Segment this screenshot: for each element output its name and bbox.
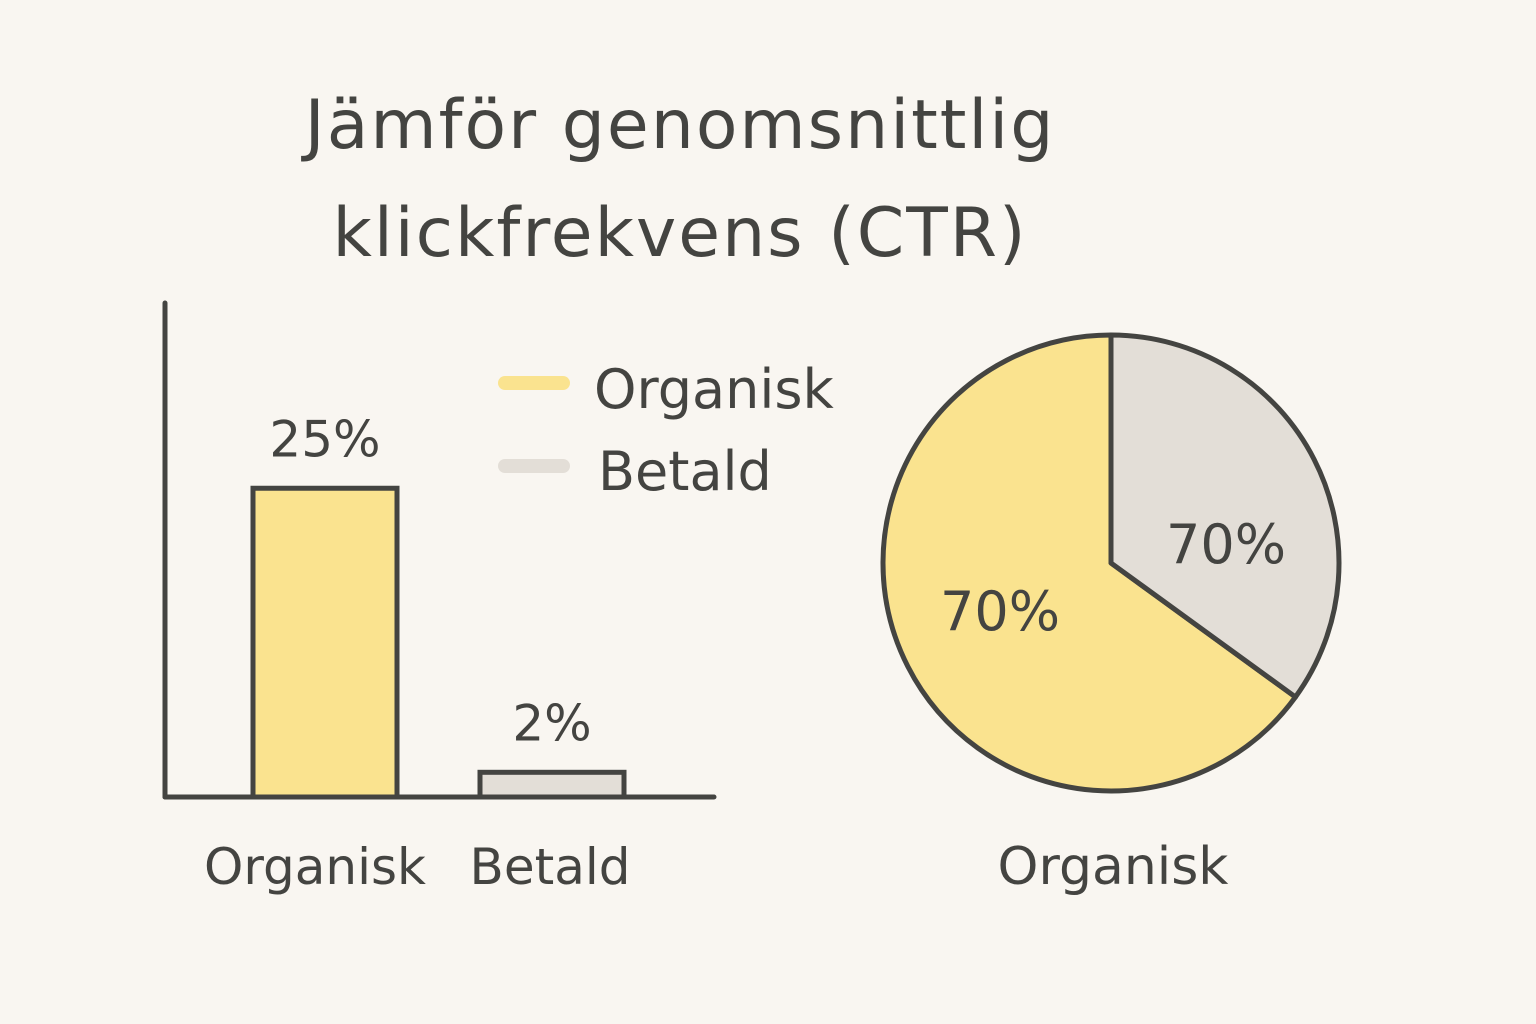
pie-x-label: Organisk (998, 837, 1229, 897)
legend: Organisk Betald (498, 358, 834, 503)
legend-label-betald: Betald (598, 440, 772, 503)
bar-betald (477, 769, 627, 800)
bar-category-label-organisk: Organisk (204, 838, 426, 896)
pie-label-betald: 70% (1166, 513, 1286, 576)
bar-data-label-betald: 2% (512, 694, 591, 752)
bar-organisk (250, 485, 400, 800)
chart-title-line-1: Jämför genomsnittlig (304, 86, 1056, 165)
pie-label-organisk: 70% (940, 580, 1060, 643)
chart-title: Jämför genomsnittlig klickfrekvens (CTR) (0, 72, 1360, 288)
pie-slice-betald (1108, 332, 1342, 700)
chart-title-line-2: klickfrekvens (CTR) (332, 194, 1028, 273)
bar-data-label-organisk: 25% (269, 410, 380, 468)
pie-slice-organisk (880, 332, 1298, 794)
legend-label-organisk: Organisk (594, 358, 834, 421)
bar-category-label-betald: Betald (470, 838, 631, 896)
